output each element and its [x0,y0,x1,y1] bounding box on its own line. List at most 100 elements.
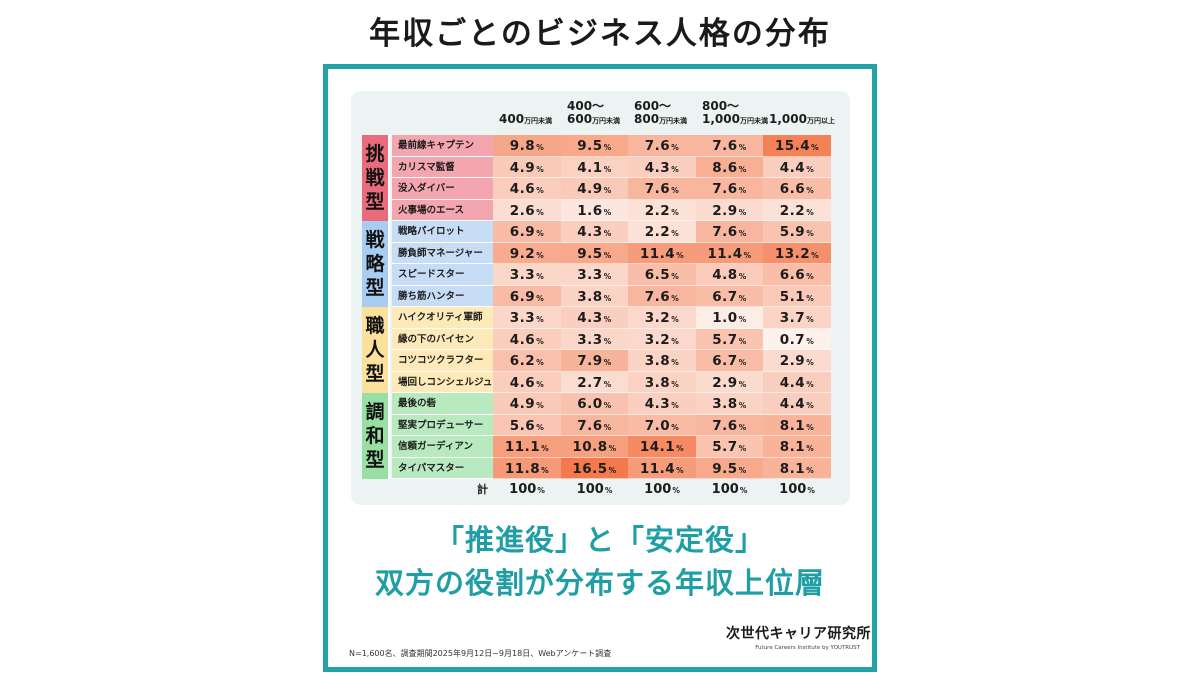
column-header-value: 600 [567,112,593,126]
cell-unit: % [603,229,612,238]
headline-line-2: 双方の役割が分布する年収上位層 [374,566,825,600]
heatmap-cell: 1.6% [561,199,628,221]
heatmap-cell: 10.8% [561,436,628,458]
cell-value: 4.6 [509,374,536,391]
cell-value: 7.6 [712,417,738,434]
cell-unit: % [738,229,747,238]
cell-unit: % [811,143,820,152]
cell-unit: % [738,444,747,453]
column-header-unit: 万円未満 [739,117,768,125]
cell-unit: % [536,358,545,367]
column-header-range-end: 600万円未満 [567,113,635,128]
cell-value: 4.3 [577,224,603,240]
heatmap-cell: 14.1% [628,436,696,458]
heatmap-cell: 15.4% [763,135,831,157]
heatmap-cell: 2.6% [493,199,561,221]
cell-unit: % [676,465,685,475]
group-label-char: 型 [365,191,385,213]
row-label: 縁の下のバイセン [392,328,493,350]
cell-value: 3.3 [509,310,536,326]
cell-unit: % [536,229,545,238]
heatmap-cell: 4.9% [493,393,561,415]
column-header-unit: 万円未満 [592,117,621,125]
cell-unit: % [541,444,550,453]
group-label-char: 型 [365,277,385,299]
heatmap-cell: 4.6% [493,371,561,393]
heatmap-cell: 0.7% [763,328,831,350]
group-label-char: 略 [365,253,385,275]
cell-unit: % [536,164,545,174]
heatmap-cell: 6.5% [628,264,696,286]
total-value: 100 [576,482,604,497]
heatmap-cell: 11.4% [628,457,696,479]
cell-value: 2.9 [712,374,738,391]
heatmap-cell: 4.9% [561,178,628,200]
cell-unit: % [738,465,747,475]
cell-value: 8.6 [712,159,738,176]
cell-value: 9.5 [577,245,603,262]
cell-unit: % [603,186,612,195]
cell-unit: % [811,250,820,260]
heatmap-cell: 11.4% [696,242,763,264]
heatmap-cell: 2.9% [696,199,763,221]
heatmap-cell: 4.4% [763,393,831,415]
heatmap-cell: 4.4% [763,371,831,393]
heatmap-cell: 3.3% [561,328,628,350]
cell-unit: % [738,164,747,174]
heatmap-cell: 7.9% [561,350,628,372]
cell-value: 4.4 [779,159,806,176]
heatmap-cell: 4.6% [493,328,561,350]
cell-value: 16.5 [572,460,608,477]
column-header-value: 1,000 [769,112,807,126]
cell-value: 8.1 [779,417,806,434]
column-header-range-end: 1,000万円未満 [702,113,770,128]
row-label: 場回しコンシェルジュ [392,371,493,393]
cell-unit: % [603,272,612,281]
heatmap-cell: 3.2% [628,307,696,329]
cell-unit: % [603,315,612,324]
column-header-range-end: 1,000万円以上 [769,113,837,128]
survey-footnote: N=1,600名、調査期間2025年9月12日~9月18日、Webアンケート調査 [349,649,612,658]
group-label: 戦略型 [362,221,390,307]
column-header-value: 400 [499,112,525,126]
row-label: 勝ち筋ハンター [392,285,493,307]
cell-value: 4.1 [577,159,603,176]
cell-value: 4.3 [644,396,671,412]
heatmap-cell: 4.4% [763,156,831,178]
total-value: 100 [509,482,537,497]
heatmap-cell: 5.9% [763,221,831,243]
cell-unit: % [536,401,545,410]
cell-value: 4.8 [712,267,738,283]
cell-value: 4.4 [779,396,806,412]
group-label-char: 挑 [365,143,385,165]
heatmap-cell: 8.1% [763,414,831,436]
cell-value: 8.1 [779,439,806,455]
brand-name: 次世代キャリア研究所 [726,626,871,642]
total-cell: 100% [696,480,763,500]
heatmap-cell: 8.1% [763,457,831,479]
column-header-unit: 万円以上 [806,117,835,125]
cell-unit: % [743,250,752,260]
heatmap-cell: 6.2% [493,350,561,372]
cell-value: 9.2 [509,245,536,262]
cell-unit: % [536,379,545,389]
cell-unit: % [671,272,680,281]
heatmap-cell: 5.7% [696,436,763,458]
cell-value: 7.6 [577,417,603,434]
total-value: 100 [779,482,807,497]
cell-value: 2.9 [712,202,738,219]
heatmap-cell: 9.5% [561,242,628,264]
cell-value: 2.2 [779,202,806,219]
cell-value: 6.7 [712,288,738,305]
page-title: 年収ごとのビジネス人格の分布 [369,16,831,52]
cell-unit: % [671,358,680,367]
cell-unit: % [603,336,612,346]
cell-unit: % [671,422,680,432]
cell-unit: % [603,422,612,432]
cell-value: 7.0 [644,417,671,434]
cell-value: 11.1 [504,439,541,455]
heatmap-cell: 3.8% [561,285,628,307]
cell-unit: % [806,401,815,410]
cell-value: 0.7 [779,331,806,348]
cell-unit: % [806,272,815,281]
